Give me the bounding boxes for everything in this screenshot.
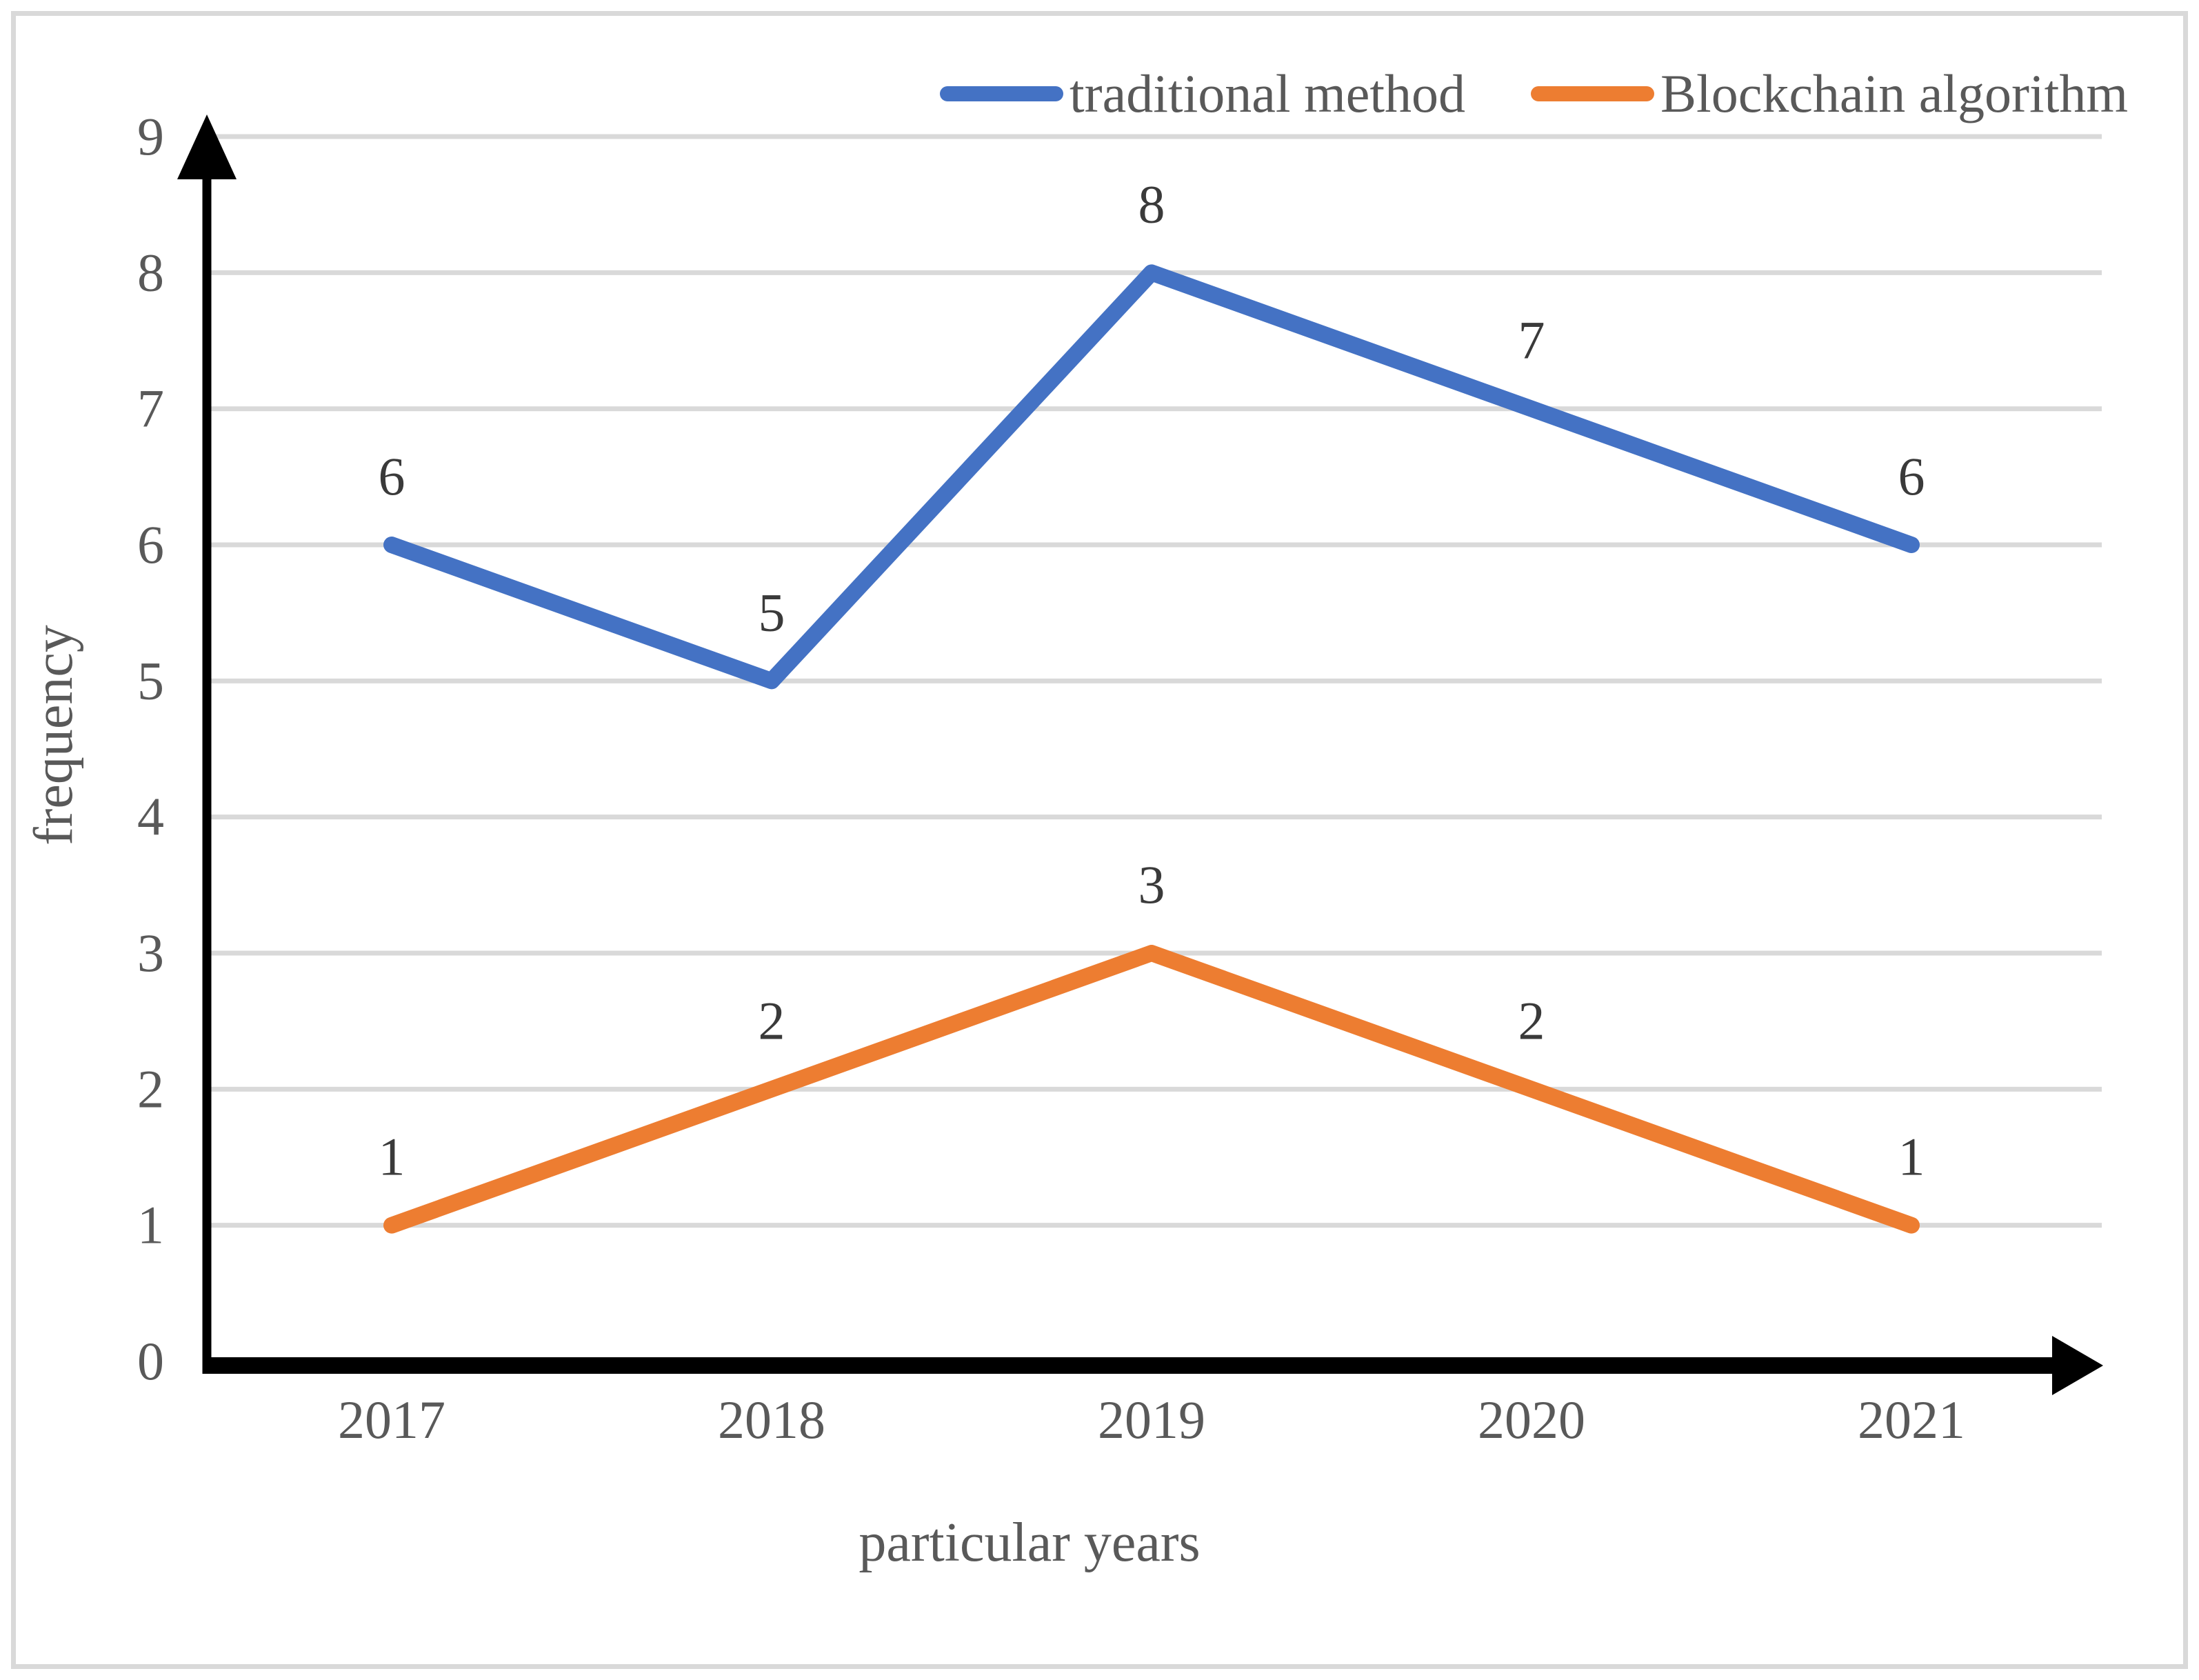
series-lines xyxy=(383,264,1920,1234)
y-axis-arrowhead-icon xyxy=(177,114,237,179)
data-labels: 6 5 8 7 6 1 2 3 2 1 xyxy=(379,174,1925,1186)
data-label-2018-traditional-method: 5 xyxy=(759,582,785,642)
series-line-blockchain-algorithm xyxy=(383,945,1920,1234)
y-tick-label-1: 1 xyxy=(137,1195,164,1255)
y-axis-title: frequency xyxy=(23,625,84,846)
data-label-2020-traditional-method: 7 xyxy=(1518,310,1545,370)
chart-outer-border xyxy=(11,11,2188,1669)
x-tick-label-2019: 2019 xyxy=(1098,1390,1205,1450)
y-tick-label-2: 2 xyxy=(137,1059,164,1119)
x-tick-label-2021: 2021 xyxy=(1858,1390,1965,1450)
data-label-2017-blockchain-algorithm: 1 xyxy=(379,1127,405,1187)
data-label-2021-traditional-method: 6 xyxy=(1898,446,1925,506)
x-tick-label-2017: 2017 xyxy=(338,1390,445,1450)
axes xyxy=(177,114,2103,1395)
y-tick-label-6: 6 xyxy=(137,514,164,574)
y-tick-label-9: 9 xyxy=(137,106,164,166)
y-tick-label-4: 4 xyxy=(137,787,164,847)
gridlines xyxy=(207,134,2102,1228)
y-tick-label-5: 5 xyxy=(137,650,164,710)
data-label-2018-blockchain-algorithm: 2 xyxy=(759,990,785,1050)
y-tick-label-8: 8 xyxy=(137,242,164,302)
y-tick-label-0: 0 xyxy=(137,1331,164,1391)
data-label-2017-traditional-method: 6 xyxy=(379,446,405,506)
tick-labels: 0 1 2 3 4 5 6 7 8 9 2017 2018 2019 2020 2021 xyxy=(137,106,1965,1450)
x-tick-label-2020: 2020 xyxy=(1478,1390,1585,1450)
y-tick-label-3: 3 xyxy=(137,923,164,983)
x-axis-title: particular years xyxy=(858,1512,1200,1573)
x-axis-arrowhead-icon xyxy=(2052,1336,2103,1395)
series-line-traditional-method xyxy=(383,264,1920,690)
y-tick-label-7: 7 xyxy=(137,379,164,439)
data-label-2020-blockchain-algorithm: 2 xyxy=(1518,990,1545,1050)
x-tick-label-2018: 2018 xyxy=(718,1390,825,1450)
data-label-2019-blockchain-algorithm: 3 xyxy=(1138,854,1165,914)
data-label-2021-blockchain-algorithm: 1 xyxy=(1898,1127,1925,1187)
data-label-2019-traditional-method: 8 xyxy=(1138,174,1165,234)
